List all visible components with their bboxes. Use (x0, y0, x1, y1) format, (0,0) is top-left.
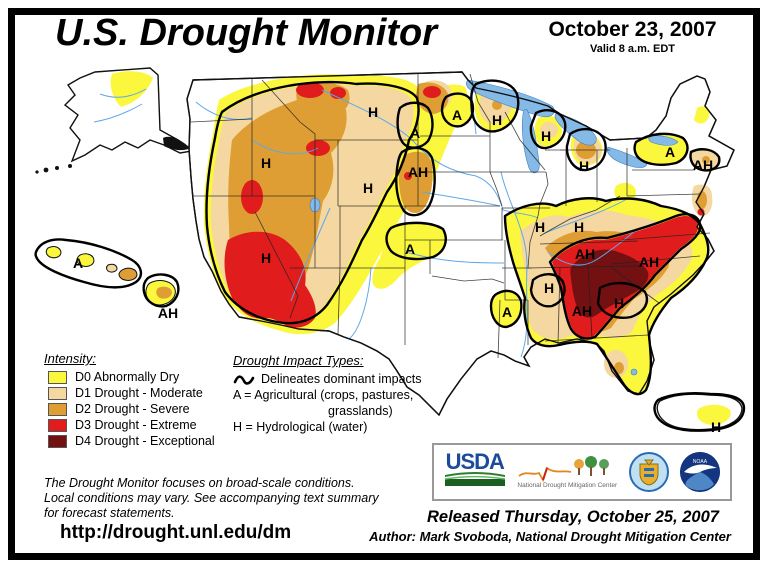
legend-swatch (48, 386, 67, 400)
map-date: October 23, 2007 (548, 18, 717, 41)
impact-label-ah: AH (408, 164, 428, 180)
impact-label-h: H (579, 158, 589, 174)
released-date: Released Thursday, October 25, 2007 (427, 508, 719, 526)
legend-item: D1 Drought - Moderate (44, 385, 215, 401)
commerce-shield (639, 459, 659, 486)
agricultural-label: A = Agricultural (crops, pastures, (233, 388, 414, 402)
legend-label: D0 Abnormally Dry (75, 370, 180, 384)
author-credit: Author: Mark Svoboda, National Drought M… (369, 529, 731, 544)
impact-label-a: A (73, 255, 83, 271)
impact-label-a: A (410, 125, 420, 141)
impact-types-heading: Drought Impact Types: (233, 353, 364, 368)
usda-logo: USDA (444, 450, 506, 492)
impact-label-ah: AH (693, 157, 713, 173)
legend-item: D0 Abnormally Dry (44, 369, 215, 385)
legend-heading: Intensity: (44, 351, 97, 366)
legend-swatch (48, 370, 67, 384)
alaska-inset (35, 67, 194, 174)
impact-label-a: A (665, 144, 675, 160)
website-url[interactable]: http://drought.unl.edu/dm (60, 522, 292, 543)
legend-item: D2 Drought - Severe (44, 401, 215, 417)
legend-item: D4 Drought - Exceptional (44, 433, 215, 449)
valid-time: Valid 8 a.m. EDT (590, 43, 675, 55)
impact-label-h: H (711, 419, 721, 435)
state-borders (190, 73, 711, 359)
legend-label: D1 Drought - Moderate (75, 386, 203, 400)
agency-logos: USDA National Drought Mitigation Center (432, 443, 732, 501)
usda-field-graphic (444, 471, 505, 486)
agricultural-label-cont: grasslands) (328, 404, 393, 418)
impact-outlines (205, 79, 721, 396)
legend-label: D4 Drought - Exceptional (75, 434, 215, 448)
legend-label: D3 Drought - Extreme (75, 418, 197, 432)
ndmc-label: National Drought Mitigation Center (517, 481, 618, 489)
impact-label-h: H (492, 112, 502, 128)
legend-item: D3 Drought - Extreme (44, 417, 215, 433)
impact-label-ah: AH (639, 254, 659, 270)
legend-swatch (48, 434, 67, 448)
impact-label-h: H (368, 104, 378, 120)
disclaimer-text: The Drought Monitor focuses on broad-sca… (44, 476, 379, 520)
ndmc-graphic (518, 455, 610, 482)
impact-label-h: H (541, 128, 551, 144)
svg-text:NOAA: NOAA (693, 459, 708, 465)
delineates-label: Delineates dominant impacts (261, 372, 422, 386)
legend-swatch (48, 402, 67, 416)
impact-label-h: H (535, 219, 545, 235)
impact-label-h: H (614, 295, 624, 311)
hydrological-label: H = Hydrological (water) (233, 420, 368, 434)
ndmc-logo: National Drought Mitigation Center (517, 455, 618, 489)
impact-types: Drought Impact Types: Delineates dominan… (233, 353, 422, 435)
intensity-legend: Intensity: D0 Abnormally Dry D1 Drought -… (44, 351, 215, 449)
impact-label-a: A (452, 107, 462, 123)
noaa-logo: NOAA (680, 452, 721, 492)
impact-label-h: H (544, 280, 554, 296)
delineation-squiggle-icon (233, 374, 255, 385)
date-block: October 23, 2007 Valid 8 a.m. EDT (535, 18, 730, 55)
legend-swatch (48, 418, 67, 432)
impact-label-a: A (405, 241, 415, 257)
hawaii-inset (34, 238, 180, 308)
commerce-seal (628, 452, 669, 492)
impact-label-a: A (502, 304, 512, 320)
impact-label-h: H (574, 219, 584, 235)
great-lakes (309, 79, 679, 376)
impact-label-h: H (261, 250, 271, 266)
legend-label: D2 Drought - Severe (75, 402, 190, 416)
puerto-rico-inset (653, 392, 746, 432)
impact-label-ah: AH (575, 246, 595, 262)
impact-label-h: H (363, 180, 373, 196)
impact-label-ah: AH (158, 305, 178, 321)
legend-items: D0 Abnormally Dry D1 Drought - Moderate D2… (44, 369, 215, 449)
impact-label-h: H (261, 155, 271, 171)
page-title: U.S. Drought Monitor (55, 12, 438, 54)
impact-label-ah: AH (572, 303, 592, 319)
